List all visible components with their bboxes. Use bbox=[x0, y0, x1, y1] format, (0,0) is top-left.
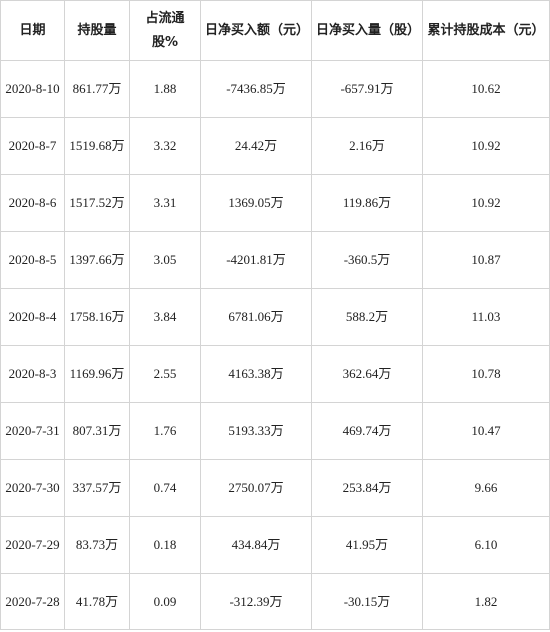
cell-holding-amount: 1169.96万 bbox=[64, 345, 130, 403]
cell-date: 2020-8-5 bbox=[0, 231, 65, 289]
cell-daily-net-buy-volume: 588.2万 bbox=[311, 288, 423, 346]
header-date: 日期 bbox=[0, 0, 65, 61]
table-row: 2020-7-30 337.57万 0.74 2750.07万 253.84万 … bbox=[0, 459, 550, 517]
table-row: 2020-8-6 1517.52万 3.31 1369.05万 119.86万 … bbox=[0, 174, 550, 232]
table-row: 2020-8-5 1397.66万 3.05 -4201.81万 -360.5万… bbox=[0, 231, 550, 289]
cell-cumulative-cost: 10.47 bbox=[422, 402, 550, 460]
cell-date: 2020-7-30 bbox=[0, 459, 65, 517]
header-float-share-percent: 占流通股% bbox=[129, 0, 201, 61]
cell-cumulative-cost: 10.78 bbox=[422, 345, 550, 403]
cell-date: 2020-8-4 bbox=[0, 288, 65, 346]
table-header: 日期 持股量 占流通股% 日净买入额（元） 日净买入量（股） 累计持股成本（元） bbox=[0, 0, 550, 61]
cell-daily-net-buy-value: -4201.81万 bbox=[200, 231, 312, 289]
header-daily-net-buy-value: 日净买入额（元） bbox=[200, 0, 312, 61]
cell-daily-net-buy-volume: 119.86万 bbox=[311, 174, 423, 232]
cell-float-share-percent: 3.84 bbox=[129, 288, 201, 346]
cell-daily-net-buy-volume: -657.91万 bbox=[311, 60, 423, 118]
cell-daily-net-buy-value: 24.42万 bbox=[200, 117, 312, 175]
cell-daily-net-buy-value: 2750.07万 bbox=[200, 459, 312, 517]
cell-date: 2020-7-31 bbox=[0, 402, 65, 460]
header-holding-amount: 持股量 bbox=[64, 0, 130, 61]
cell-cumulative-cost: 10.92 bbox=[422, 174, 550, 232]
cell-holding-amount: 1519.68万 bbox=[64, 117, 130, 175]
cell-holding-amount: 1517.52万 bbox=[64, 174, 130, 232]
cell-holding-amount: 1758.16万 bbox=[64, 288, 130, 346]
cell-date: 2020-8-3 bbox=[0, 345, 65, 403]
cell-holding-amount: 861.77万 bbox=[64, 60, 130, 118]
cell-float-share-percent: 0.09 bbox=[129, 573, 201, 630]
cell-holding-amount: 337.57万 bbox=[64, 459, 130, 517]
cell-daily-net-buy-volume: 469.74万 bbox=[311, 402, 423, 460]
cell-cumulative-cost: 11.03 bbox=[422, 288, 550, 346]
header-row: 日期 持股量 占流通股% 日净买入额（元） 日净买入量（股） 累计持股成本（元） bbox=[0, 0, 550, 61]
cell-date: 2020-8-10 bbox=[0, 60, 65, 118]
cell-holding-amount: 83.73万 bbox=[64, 516, 130, 574]
cell-cumulative-cost: 1.82 bbox=[422, 573, 550, 630]
cell-cumulative-cost: 10.92 bbox=[422, 117, 550, 175]
cell-float-share-percent: 3.32 bbox=[129, 117, 201, 175]
table-row: 2020-8-3 1169.96万 2.55 4163.38万 362.64万 … bbox=[0, 345, 550, 403]
cell-daily-net-buy-value: -7436.85万 bbox=[200, 60, 312, 118]
cell-cumulative-cost: 10.87 bbox=[422, 231, 550, 289]
cell-daily-net-buy-volume: 2.16万 bbox=[311, 117, 423, 175]
table-row: 2020-7-29 83.73万 0.18 434.84万 41.95万 6.1… bbox=[0, 516, 550, 574]
cell-cumulative-cost: 6.10 bbox=[422, 516, 550, 574]
cell-float-share-percent: 3.31 bbox=[129, 174, 201, 232]
table-row: 2020-8-10 861.77万 1.88 -7436.85万 -657.91… bbox=[0, 60, 550, 118]
cell-cumulative-cost: 9.66 bbox=[422, 459, 550, 517]
table-row: 2020-8-7 1519.68万 3.32 24.42万 2.16万 10.9… bbox=[0, 117, 550, 175]
cell-float-share-percent: 2.55 bbox=[129, 345, 201, 403]
cell-daily-net-buy-value: 4163.38万 bbox=[200, 345, 312, 403]
cell-date: 2020-7-29 bbox=[0, 516, 65, 574]
cell-date: 2020-8-6 bbox=[0, 174, 65, 232]
cell-daily-net-buy-volume: -30.15万 bbox=[311, 573, 423, 630]
table-row: 2020-7-28 41.78万 0.09 -312.39万 -30.15万 1… bbox=[0, 573, 550, 630]
table-row: 2020-7-31 807.31万 1.76 5193.33万 469.74万 … bbox=[0, 402, 550, 460]
table-row: 2020-8-4 1758.16万 3.84 6781.06万 588.2万 1… bbox=[0, 288, 550, 346]
header-daily-net-buy-volume: 日净买入量（股） bbox=[311, 0, 423, 61]
cell-daily-net-buy-volume: -360.5万 bbox=[311, 231, 423, 289]
table-body: 2020-8-10 861.77万 1.88 -7436.85万 -657.91… bbox=[0, 60, 550, 630]
cell-float-share-percent: 0.74 bbox=[129, 459, 201, 517]
cell-holding-amount: 1397.66万 bbox=[64, 231, 130, 289]
cell-float-share-percent: 1.76 bbox=[129, 402, 201, 460]
cell-daily-net-buy-value: 6781.06万 bbox=[200, 288, 312, 346]
cell-daily-net-buy-value: 5193.33万 bbox=[200, 402, 312, 460]
cell-date: 2020-7-28 bbox=[0, 573, 65, 630]
cell-daily-net-buy-volume: 362.64万 bbox=[311, 345, 423, 403]
cell-daily-net-buy-value: -312.39万 bbox=[200, 573, 312, 630]
cell-float-share-percent: 0.18 bbox=[129, 516, 201, 574]
cell-daily-net-buy-volume: 41.95万 bbox=[311, 516, 423, 574]
cell-daily-net-buy-value: 434.84万 bbox=[200, 516, 312, 574]
cell-daily-net-buy-value: 1369.05万 bbox=[200, 174, 312, 232]
cell-cumulative-cost: 10.62 bbox=[422, 60, 550, 118]
cell-date: 2020-8-7 bbox=[0, 117, 65, 175]
cell-float-share-percent: 1.88 bbox=[129, 60, 201, 118]
cell-daily-net-buy-volume: 253.84万 bbox=[311, 459, 423, 517]
cell-holding-amount: 807.31万 bbox=[64, 402, 130, 460]
header-cumulative-cost: 累计持股成本（元） bbox=[422, 0, 550, 61]
cell-float-share-percent: 3.05 bbox=[129, 231, 201, 289]
cell-holding-amount: 41.78万 bbox=[64, 573, 130, 630]
